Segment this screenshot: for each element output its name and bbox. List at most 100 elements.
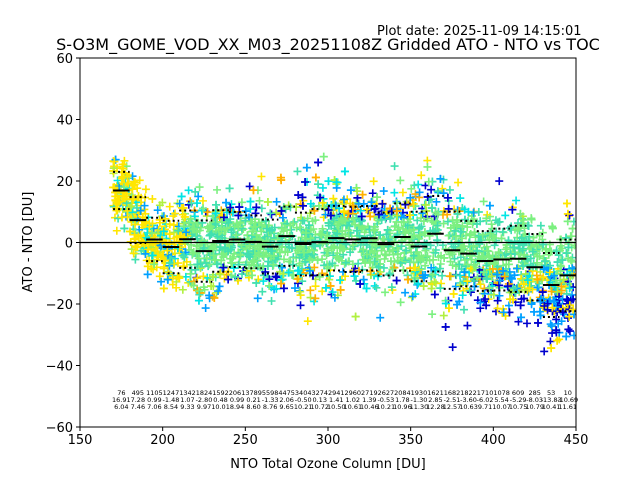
bin-count-label: 1342 bbox=[179, 389, 196, 397]
bin-stdev-label: 6.04 bbox=[114, 403, 128, 411]
scatter-point bbox=[311, 216, 320, 225]
bin-count-label: 2719 bbox=[361, 389, 378, 397]
scatter-point bbox=[439, 219, 448, 228]
scatter-point bbox=[409, 225, 418, 234]
scatter-point bbox=[258, 287, 267, 296]
scatter-point bbox=[153, 206, 162, 215]
scatter-point bbox=[163, 246, 172, 255]
scatter-point bbox=[474, 208, 483, 217]
scatter-point bbox=[182, 228, 191, 237]
scatter-point bbox=[444, 204, 453, 213]
bin-stdev-label: 10.07 bbox=[492, 403, 511, 411]
scatter-point bbox=[184, 218, 193, 227]
scatter-point bbox=[252, 203, 261, 212]
scatter-point bbox=[493, 304, 502, 313]
scatter-point bbox=[128, 185, 137, 194]
scatter-point bbox=[340, 167, 349, 176]
scatter-point bbox=[370, 205, 379, 214]
scatter-point bbox=[175, 199, 184, 208]
scatter-point bbox=[557, 317, 566, 326]
scatter-point bbox=[359, 255, 368, 264]
bin-count-label: 1930 bbox=[411, 389, 428, 397]
scatter-point bbox=[474, 231, 483, 240]
scatter-point bbox=[495, 291, 504, 300]
bin-stdev-label: 7.06 bbox=[147, 403, 161, 411]
scatter-point bbox=[557, 282, 566, 291]
scatter-point bbox=[246, 252, 255, 261]
scatter-point bbox=[253, 294, 262, 303]
scatter-point bbox=[214, 287, 223, 296]
scatter-point bbox=[267, 296, 276, 305]
scatter-point bbox=[382, 230, 391, 239]
bin-mean-label: -2.80 bbox=[196, 396, 213, 404]
scatter-point bbox=[519, 240, 528, 249]
scatter-point bbox=[348, 214, 357, 223]
scatter-point bbox=[224, 247, 233, 256]
scatter-point bbox=[148, 244, 157, 252]
scatter-point bbox=[465, 286, 474, 295]
x-tick-label: 300 bbox=[316, 433, 341, 448]
scatter-point bbox=[165, 230, 174, 239]
scatter-point bbox=[263, 197, 272, 206]
scatter-point bbox=[353, 226, 362, 235]
scatter-point bbox=[530, 307, 539, 316]
scatter-point bbox=[513, 225, 522, 234]
scatter-point bbox=[566, 256, 575, 265]
scatter-point bbox=[338, 196, 347, 205]
scatter-point bbox=[455, 247, 464, 256]
scatter-point bbox=[387, 283, 396, 292]
scatter-point bbox=[409, 258, 418, 267]
scatter-point bbox=[390, 162, 399, 171]
scatter-point bbox=[415, 231, 424, 240]
scatter-point bbox=[206, 231, 215, 240]
scatter-point bbox=[112, 226, 121, 235]
scatter-point bbox=[376, 231, 385, 240]
scatter-point bbox=[343, 221, 352, 230]
scatter-point bbox=[487, 272, 496, 281]
scatter-point bbox=[409, 199, 418, 208]
scatter-point bbox=[220, 225, 229, 234]
scatter-point bbox=[512, 264, 521, 273]
scatter-point bbox=[445, 272, 454, 281]
scatter-point bbox=[344, 226, 353, 235]
scatter-point bbox=[450, 254, 459, 263]
scatter-point bbox=[333, 229, 342, 238]
scatter-point bbox=[180, 222, 189, 231]
scatter-point bbox=[155, 201, 164, 210]
scatter-point bbox=[356, 217, 365, 226]
scatter-point bbox=[288, 244, 297, 253]
bin-count-label: 1822 bbox=[460, 389, 477, 397]
scatter-point bbox=[510, 271, 519, 280]
scatter-point bbox=[154, 252, 163, 261]
scatter-point bbox=[136, 206, 145, 215]
scatter-point bbox=[250, 256, 259, 265]
scatter-point bbox=[451, 232, 460, 241]
scatter-point bbox=[483, 246, 492, 255]
scatter-point bbox=[376, 313, 385, 322]
scatter-point bbox=[377, 246, 386, 255]
scatter-point bbox=[194, 254, 203, 263]
scatter-point bbox=[455, 297, 464, 306]
scatter-point bbox=[469, 241, 478, 250]
scatter-point bbox=[159, 264, 168, 273]
scatter-point bbox=[488, 264, 497, 273]
scatter-point bbox=[460, 268, 469, 277]
bin-stdev-label: 7.46 bbox=[131, 403, 145, 411]
scatter-point bbox=[510, 243, 519, 252]
scatter-point bbox=[179, 203, 188, 212]
scatter-point bbox=[411, 263, 420, 272]
scatter-point bbox=[552, 276, 561, 285]
bin-count-label: 285 bbox=[528, 389, 540, 397]
scatter-point bbox=[427, 185, 436, 194]
scatter-point bbox=[336, 276, 345, 285]
scatter-point bbox=[113, 199, 122, 208]
scatter-point bbox=[156, 231, 165, 240]
scatter-point bbox=[277, 279, 286, 288]
scatter-point bbox=[350, 242, 359, 251]
scatter-point bbox=[452, 271, 461, 280]
scatter-point bbox=[463, 223, 472, 232]
scatter-point bbox=[493, 296, 502, 305]
scatter-point bbox=[504, 301, 513, 310]
scatter-point bbox=[250, 244, 259, 253]
scatter-point bbox=[563, 217, 572, 226]
